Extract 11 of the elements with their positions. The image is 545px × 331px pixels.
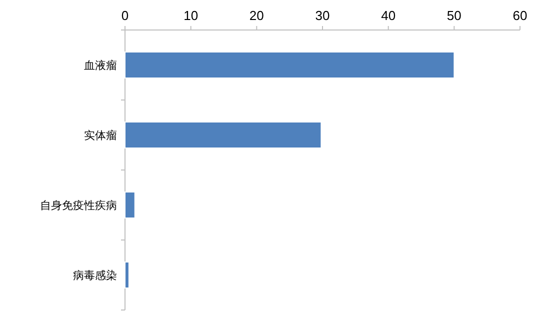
x-tick-label: 40 [381,8,396,23]
y-tick-label: 自身免疫性疾病 [40,199,117,212]
y-tick-label: 实体瘤 [84,129,117,142]
y-tick-label: 血液瘤 [84,59,117,72]
x-tick-label: 50 [446,8,462,23]
y-tick-label: 病毒感染 [73,269,117,282]
x-tick-label: 10 [184,8,198,23]
x-tick-label: 0 [121,8,129,23]
x-tick-label: 20 [249,8,264,23]
x-tick-label: 30 [315,8,330,23]
x-tick-label: 60 [512,8,528,23]
